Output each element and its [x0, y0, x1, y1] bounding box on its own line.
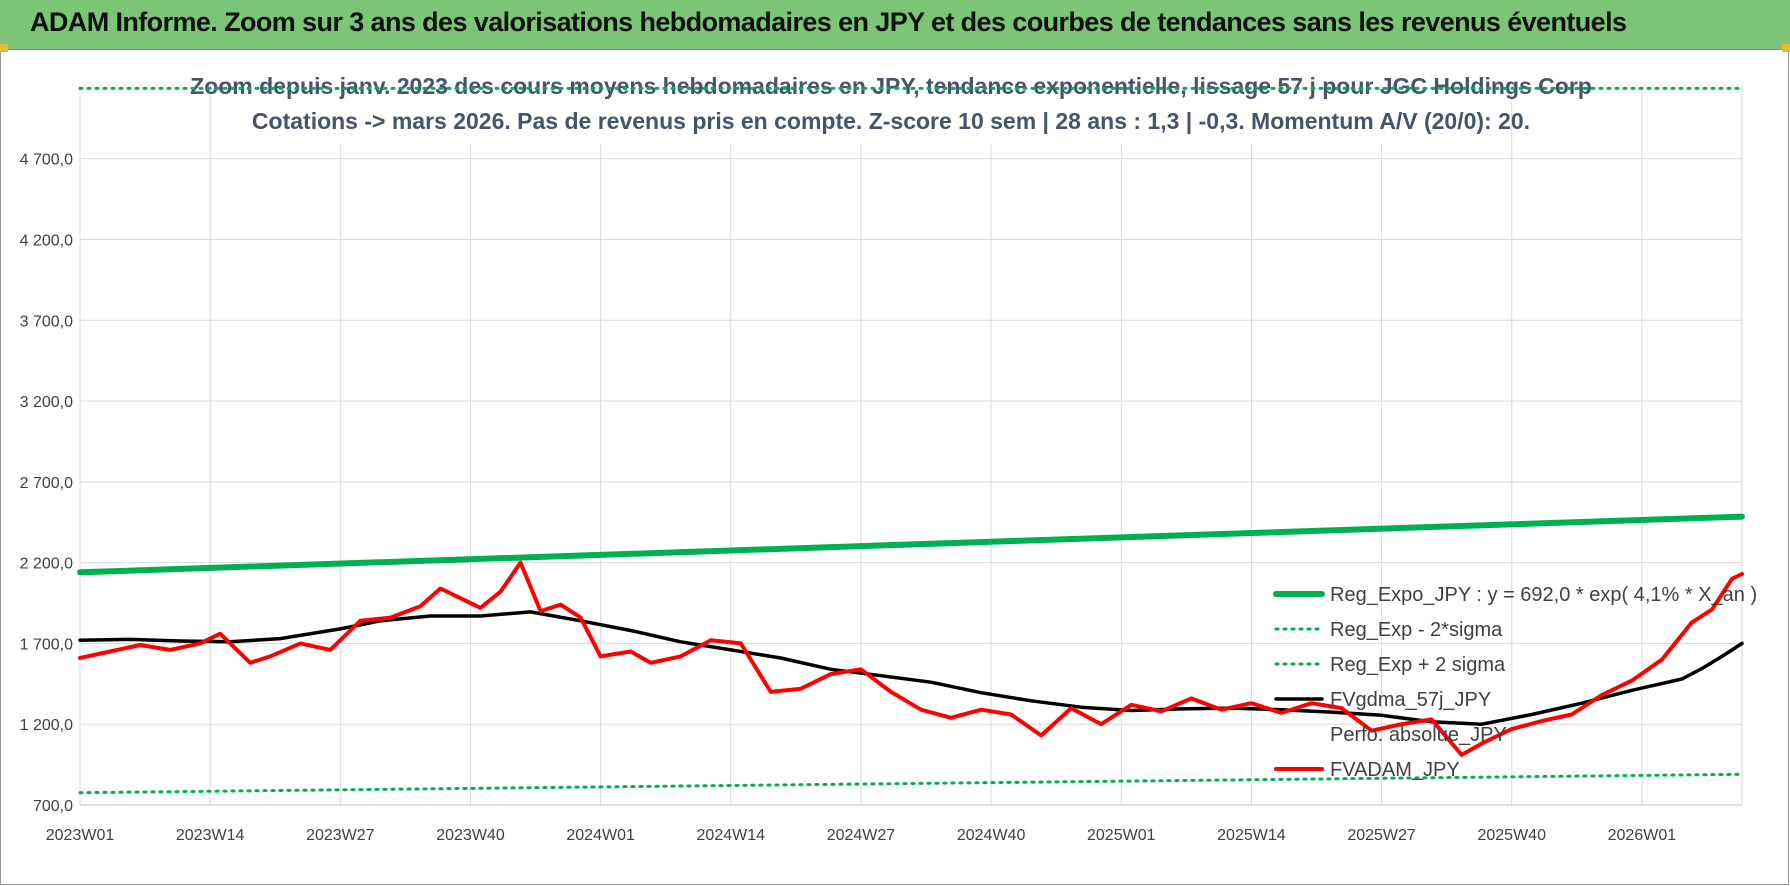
legend-label-reg-minus: Reg_Exp - 2*sigma	[1330, 619, 1503, 641]
legend-label-fvadam: FVADAM_JPY	[1330, 759, 1460, 781]
x-tick-label: 2025W40	[1477, 827, 1546, 844]
y-tick-label: 4 700,0	[20, 152, 73, 169]
x-axis-ticks: 2023W01 2023W14 2023W27 2023W40 2024W01 2024W…	[46, 827, 1676, 844]
x-tick-label: 2025W14	[1217, 827, 1286, 844]
chart-frame	[0, 50, 1789, 885]
legend-label-reg-expo: Reg_Expo_JPY : y = 692,0 * exp( 4,1% * X…	[1330, 584, 1757, 606]
frame-corner-right	[1782, 44, 1790, 52]
y-tick-label: 1 700,0	[20, 636, 73, 653]
chart-title-line2: Cotations -> mars 2026. Pas de revenus p…	[252, 108, 1530, 134]
series-fvgdma	[78, 610, 1744, 726]
y-tick-label: 4 200,0	[20, 232, 73, 249]
series-fvadam	[78, 560, 1744, 757]
x-tick-label: 2024W40	[957, 827, 1026, 844]
legend: Reg_Expo_JPY : y = 692,0 * exp( 4,1% * X…	[1273, 584, 1757, 781]
x-tick-label: 2023W40	[436, 827, 505, 844]
chart-title-line1: Zoom depuis janv. 2023 des cours moyens …	[190, 73, 1592, 99]
x-tick-label: 2024W14	[697, 827, 766, 844]
y-tick-label: 1 200,0	[20, 717, 73, 734]
x-tick-label: 2024W01	[566, 827, 635, 844]
title-background	[286, 66, 1496, 144]
legend-label-perfo: Perfo. absolue_JPY	[1330, 724, 1507, 746]
y-tick-label: 3 700,0	[20, 313, 73, 330]
legend-label-reg-plus: Reg_Exp + 2 sigma	[1330, 654, 1506, 676]
report-banner: ADAM Informe. Zoom sur 3 ans des valoris…	[0, 0, 1790, 50]
report-title: ADAM Informe. Zoom sur 3 ans des valoris…	[30, 7, 1627, 37]
x-tick-label: 2023W27	[306, 827, 375, 844]
y-tick-label: 2 700,0	[20, 475, 73, 492]
x-tick-label: 2025W27	[1347, 827, 1416, 844]
x-tick-label: 2023W01	[46, 827, 115, 844]
y-tick-label: 3 200,0	[20, 394, 73, 411]
series-lines	[77, 86, 1745, 795]
y-tick-label: 2 200,0	[20, 556, 73, 573]
series-reg-expo	[77, 513, 1745, 576]
series-reg-minus	[78, 772, 1744, 795]
x-tick-label: 2025W01	[1087, 827, 1156, 844]
grid-lines	[79, 86, 1743, 806]
x-tick-label: 2023W14	[176, 827, 245, 844]
x-tick-label: 2026W01	[1608, 827, 1677, 844]
frame-corner-left	[0, 44, 8, 52]
legend-label-fvgdma: FVgdma_57j_JPY	[1330, 689, 1491, 711]
x-tick-label: 2024W27	[827, 827, 896, 844]
y-axis-ticks: 700,0 1 200,0 1 700,0 2 200,0 2 700,0 3 200,0…	[20, 152, 73, 815]
y-tick-label: 700,0	[33, 798, 73, 815]
